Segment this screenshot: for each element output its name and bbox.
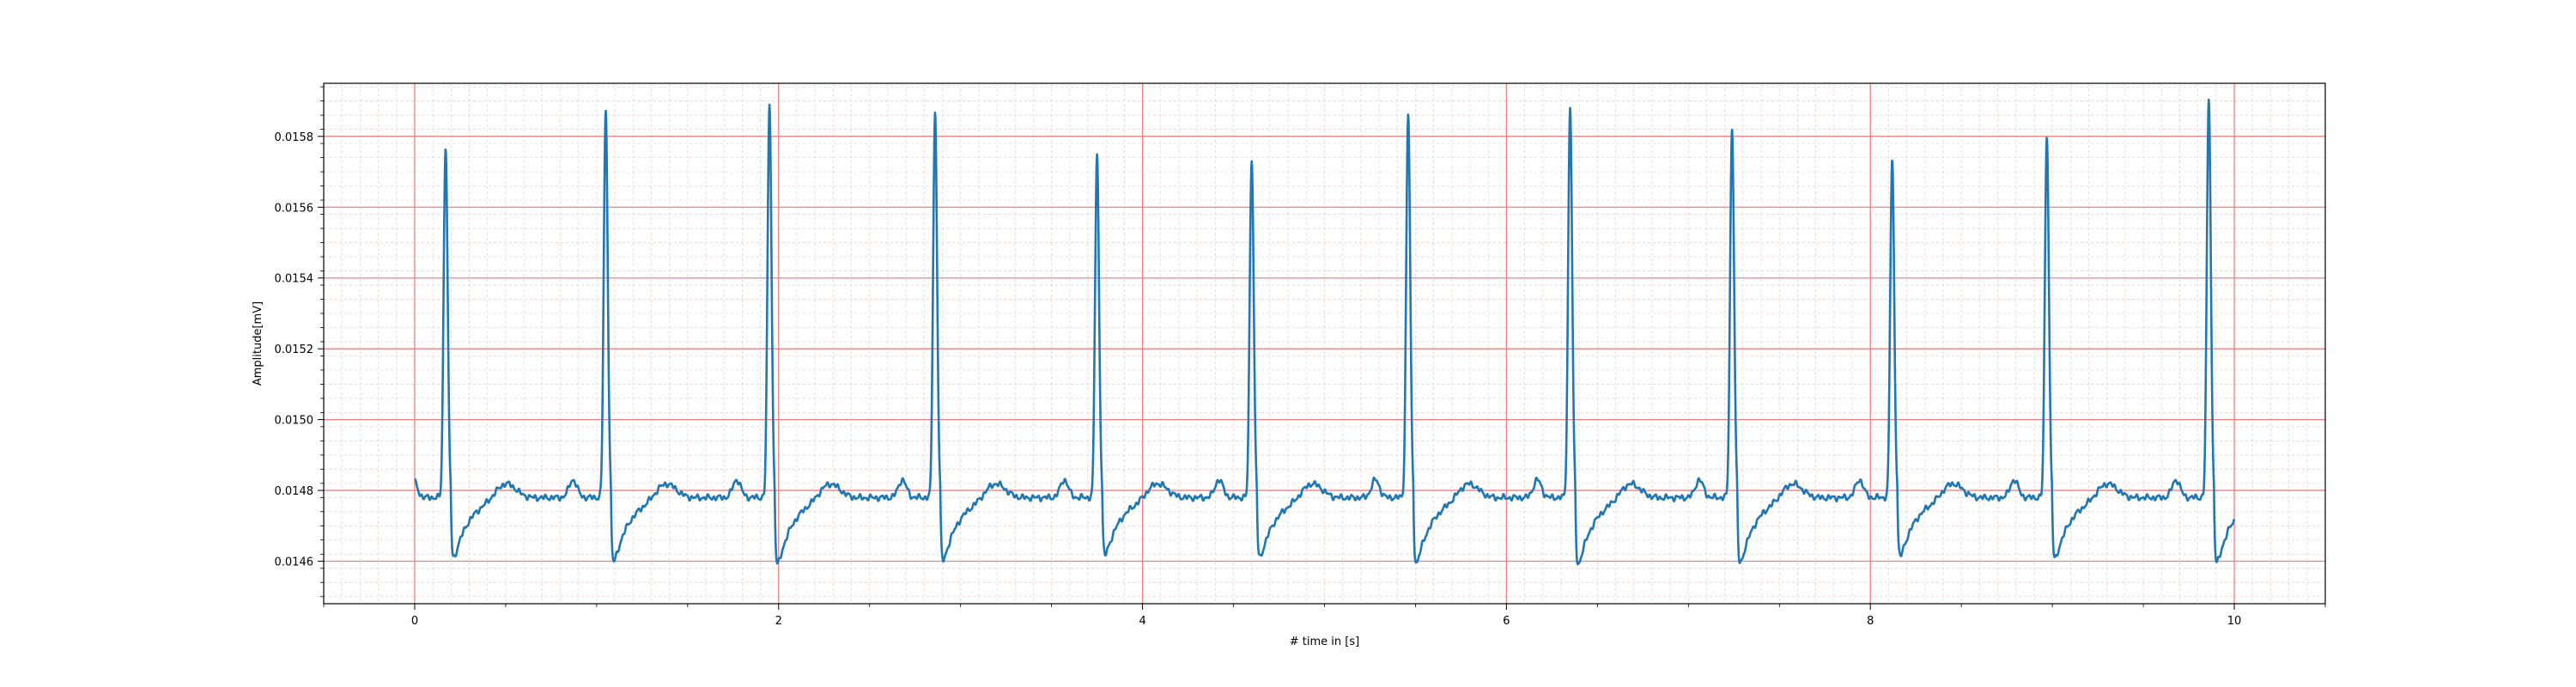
y-tick-label: 0.0146 [275,556,314,569]
x-axis-label: # time in [s] [1290,635,1359,648]
x-tick-label: 4 [1139,615,1145,628]
y-tick-label: 0.0156 [275,202,314,215]
y-tick-label: 0.0152 [275,344,314,356]
x-tick-label: 6 [1503,615,1510,628]
x-tick-label: 8 [1867,615,1874,628]
y-tick-label: 0.0154 [275,273,314,286]
y-axis-label: Amplitude[mV] [252,301,264,386]
plot-area [414,98,2236,566]
ecg-series-line [414,98,2236,566]
x-tick-label: 10 [2227,615,2242,628]
y-tick-label: 0.0150 [275,415,314,428]
x-axis: 0 2 4 6 8 10 [323,604,2326,628]
y-tick-label: 0.0158 [275,131,314,144]
y-tick-label: 0.0148 [275,485,314,498]
minor-grid [324,83,2325,604]
x-tick-label: 0 [411,615,418,628]
x-tick-label: 2 [775,615,782,628]
y-axis: 0.0146 0.0148 0.0150 0.0152 0.0154 0.0156 0.01… [275,86,324,598]
